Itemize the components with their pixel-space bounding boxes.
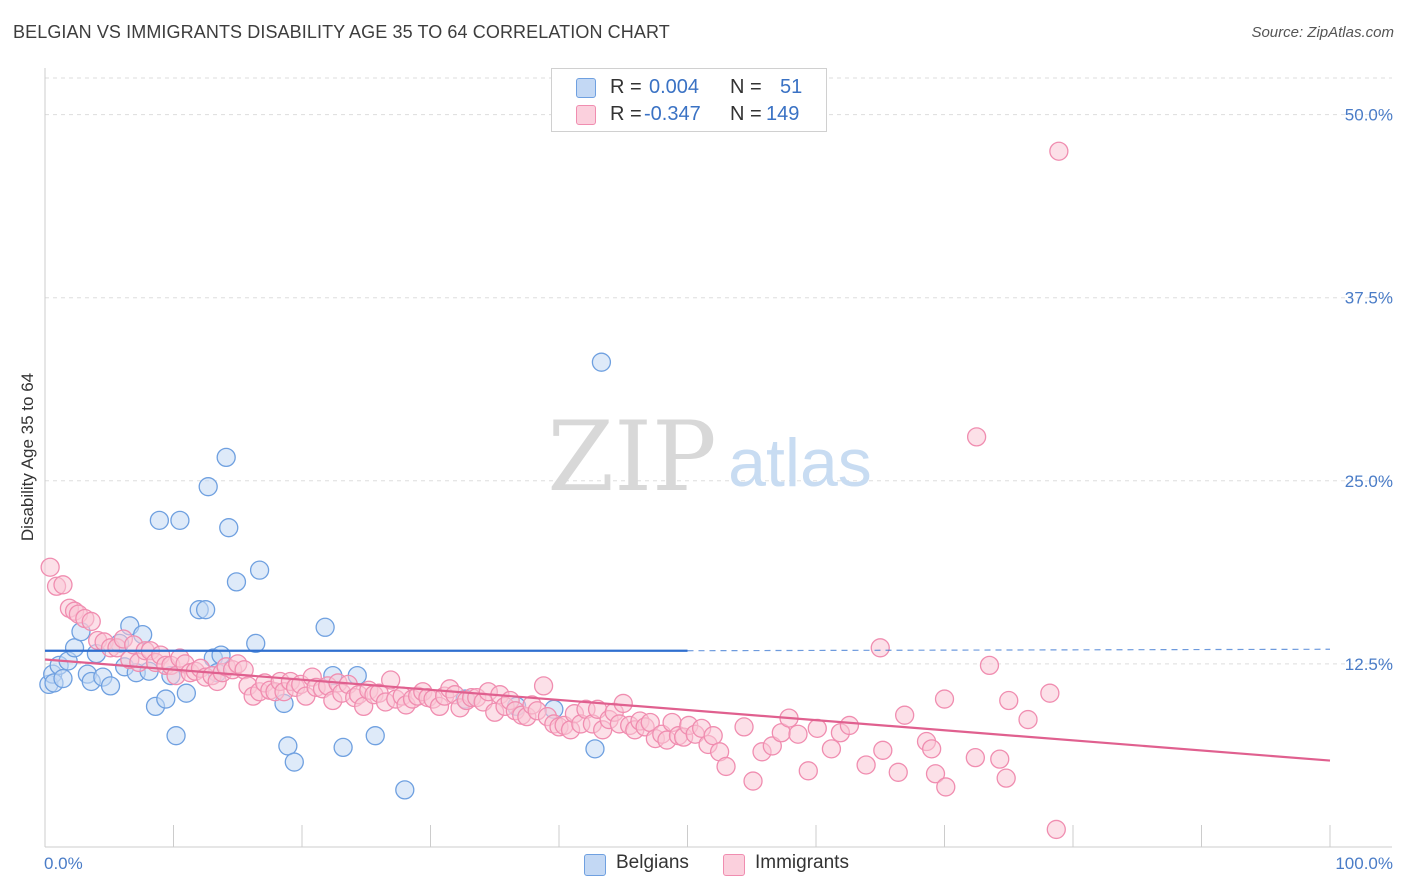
- legend-row-belgians: R = 0.004 N = 51: [552, 74, 826, 100]
- legend-r-label: R =: [610, 76, 642, 98]
- belgians-point: [195, 600, 216, 620]
- immigrants-point: [53, 575, 73, 595]
- legend-n-value: 51: [780, 76, 803, 98]
- immigrants-point: [1046, 819, 1066, 840]
- immigrants-point: [703, 726, 723, 746]
- immigrants-point: [966, 427, 987, 447]
- immigrants-point: [821, 739, 842, 759]
- immigrants-point: [888, 762, 908, 782]
- y-tick-label: 12.5%: [1345, 655, 1393, 674]
- belgians-points: [39, 352, 612, 800]
- immigrants-point: [1018, 709, 1038, 730]
- x-tick-label: 100.0%: [1335, 854, 1393, 873]
- belgians-point: [176, 683, 197, 703]
- belgians-point: [149, 510, 170, 531]
- belgians-point: [156, 689, 176, 709]
- belgians-point: [219, 518, 239, 538]
- y-axis-label: Disability Age 35 to 64: [18, 373, 37, 541]
- belgians-swatch: [576, 78, 596, 98]
- immigrants-point: [870, 638, 890, 658]
- belgians-point: [591, 352, 612, 372]
- watermark-atlas: atlas: [728, 425, 872, 501]
- immigrants-point: [856, 755, 876, 775]
- legend-r-value: 0.004: [649, 76, 700, 98]
- belgians-legend-label: Belgians: [616, 852, 689, 873]
- immigrants-point: [925, 764, 946, 784]
- immigrants-legend-label: Immigrants: [755, 852, 849, 873]
- immigrants-swatch: [576, 105, 596, 125]
- immigrants-point: [895, 705, 915, 725]
- source-label: Source: ZipAtlas.com: [1251, 24, 1394, 41]
- belgians-point: [216, 447, 236, 468]
- immigrants-point: [762, 736, 782, 756]
- immigrants-point: [788, 724, 808, 744]
- immigrants-point: [381, 670, 401, 690]
- belgians-point: [53, 668, 73, 689]
- immigrants-point: [873, 740, 893, 760]
- immigrants-point: [1049, 141, 1069, 161]
- series-legend-immigrants: Immigrants: [723, 852, 849, 876]
- belgians-point: [365, 726, 385, 746]
- axes: [44, 68, 1392, 848]
- immigrants-legend-swatch: [723, 854, 745, 876]
- immigrants-point: [990, 749, 1010, 769]
- immigrants-point: [40, 557, 60, 577]
- y-tick-label: 50.0%: [1345, 106, 1393, 125]
- tick-labels: 12.5% 25.0% 37.5% 50.0% 0.0% 100.0%: [44, 106, 1393, 873]
- correlation-legend: R = 0.004 N = 51 R = -0.347 N = 149: [551, 68, 827, 132]
- legend-row-immigrants: R = -0.347 N = 149: [552, 101, 826, 127]
- chart-title: BELGIAN VS IMMIGRANTS DISABILITY AGE 35 …: [13, 22, 670, 42]
- immigrants-point: [839, 715, 860, 736]
- belgians-point: [64, 638, 85, 658]
- belgians-trend-extension: [687, 648, 1331, 652]
- belgians-point: [333, 737, 353, 758]
- belgians-point: [100, 676, 121, 696]
- trend-lines: [44, 648, 1331, 762]
- belgians-point: [284, 752, 304, 772]
- belgians-point: [395, 780, 415, 800]
- legend-n-label: N =: [730, 103, 762, 125]
- belgians-point: [246, 633, 266, 654]
- y-tick-label: 37.5%: [1345, 289, 1393, 308]
- immigrants-points: [40, 141, 1069, 840]
- belgians-point: [170, 510, 190, 531]
- belgians-point: [198, 477, 218, 497]
- legend-r-label: R =: [610, 103, 642, 125]
- immigrants-point: [743, 771, 763, 791]
- immigrants-point: [807, 718, 827, 739]
- y-tick-label: 25.0%: [1345, 472, 1393, 491]
- immigrants-point: [936, 777, 956, 797]
- legend-n-value: 149: [766, 103, 800, 125]
- belgians-legend-swatch: [584, 854, 606, 876]
- immigrants-point: [922, 739, 942, 759]
- belgians-point: [249, 560, 270, 580]
- belgians-point: [278, 736, 298, 756]
- immigrants-point: [996, 768, 1016, 788]
- immigrants-point: [716, 756, 736, 777]
- immigrants-trend-line: [44, 658, 1331, 762]
- watermark: ZIP atlas: [547, 401, 871, 513]
- immigrants-point: [1040, 683, 1060, 703]
- legend-n-label: N =: [730, 76, 762, 98]
- belgians-point: [585, 739, 605, 759]
- series-legend-belgians: Belgians: [584, 852, 689, 876]
- belgians-point: [226, 572, 247, 592]
- immigrants-point: [999, 690, 1019, 711]
- watermark-zip: ZIP: [547, 401, 716, 513]
- belgians-point: [315, 617, 335, 637]
- immigrants-point: [81, 611, 101, 632]
- x-tick-label: 0.0%: [44, 854, 83, 873]
- immigrants-point: [798, 761, 818, 781]
- immigrants-point: [734, 717, 754, 737]
- legend-r-value: -0.347: [644, 103, 701, 125]
- grid-lines: [45, 77, 1392, 665]
- immigrants-point: [934, 689, 955, 709]
- immigrants-point: [979, 655, 1000, 676]
- immigrants-point: [965, 747, 985, 768]
- belgians-point: [166, 726, 186, 746]
- immigrants-point: [533, 676, 554, 696]
